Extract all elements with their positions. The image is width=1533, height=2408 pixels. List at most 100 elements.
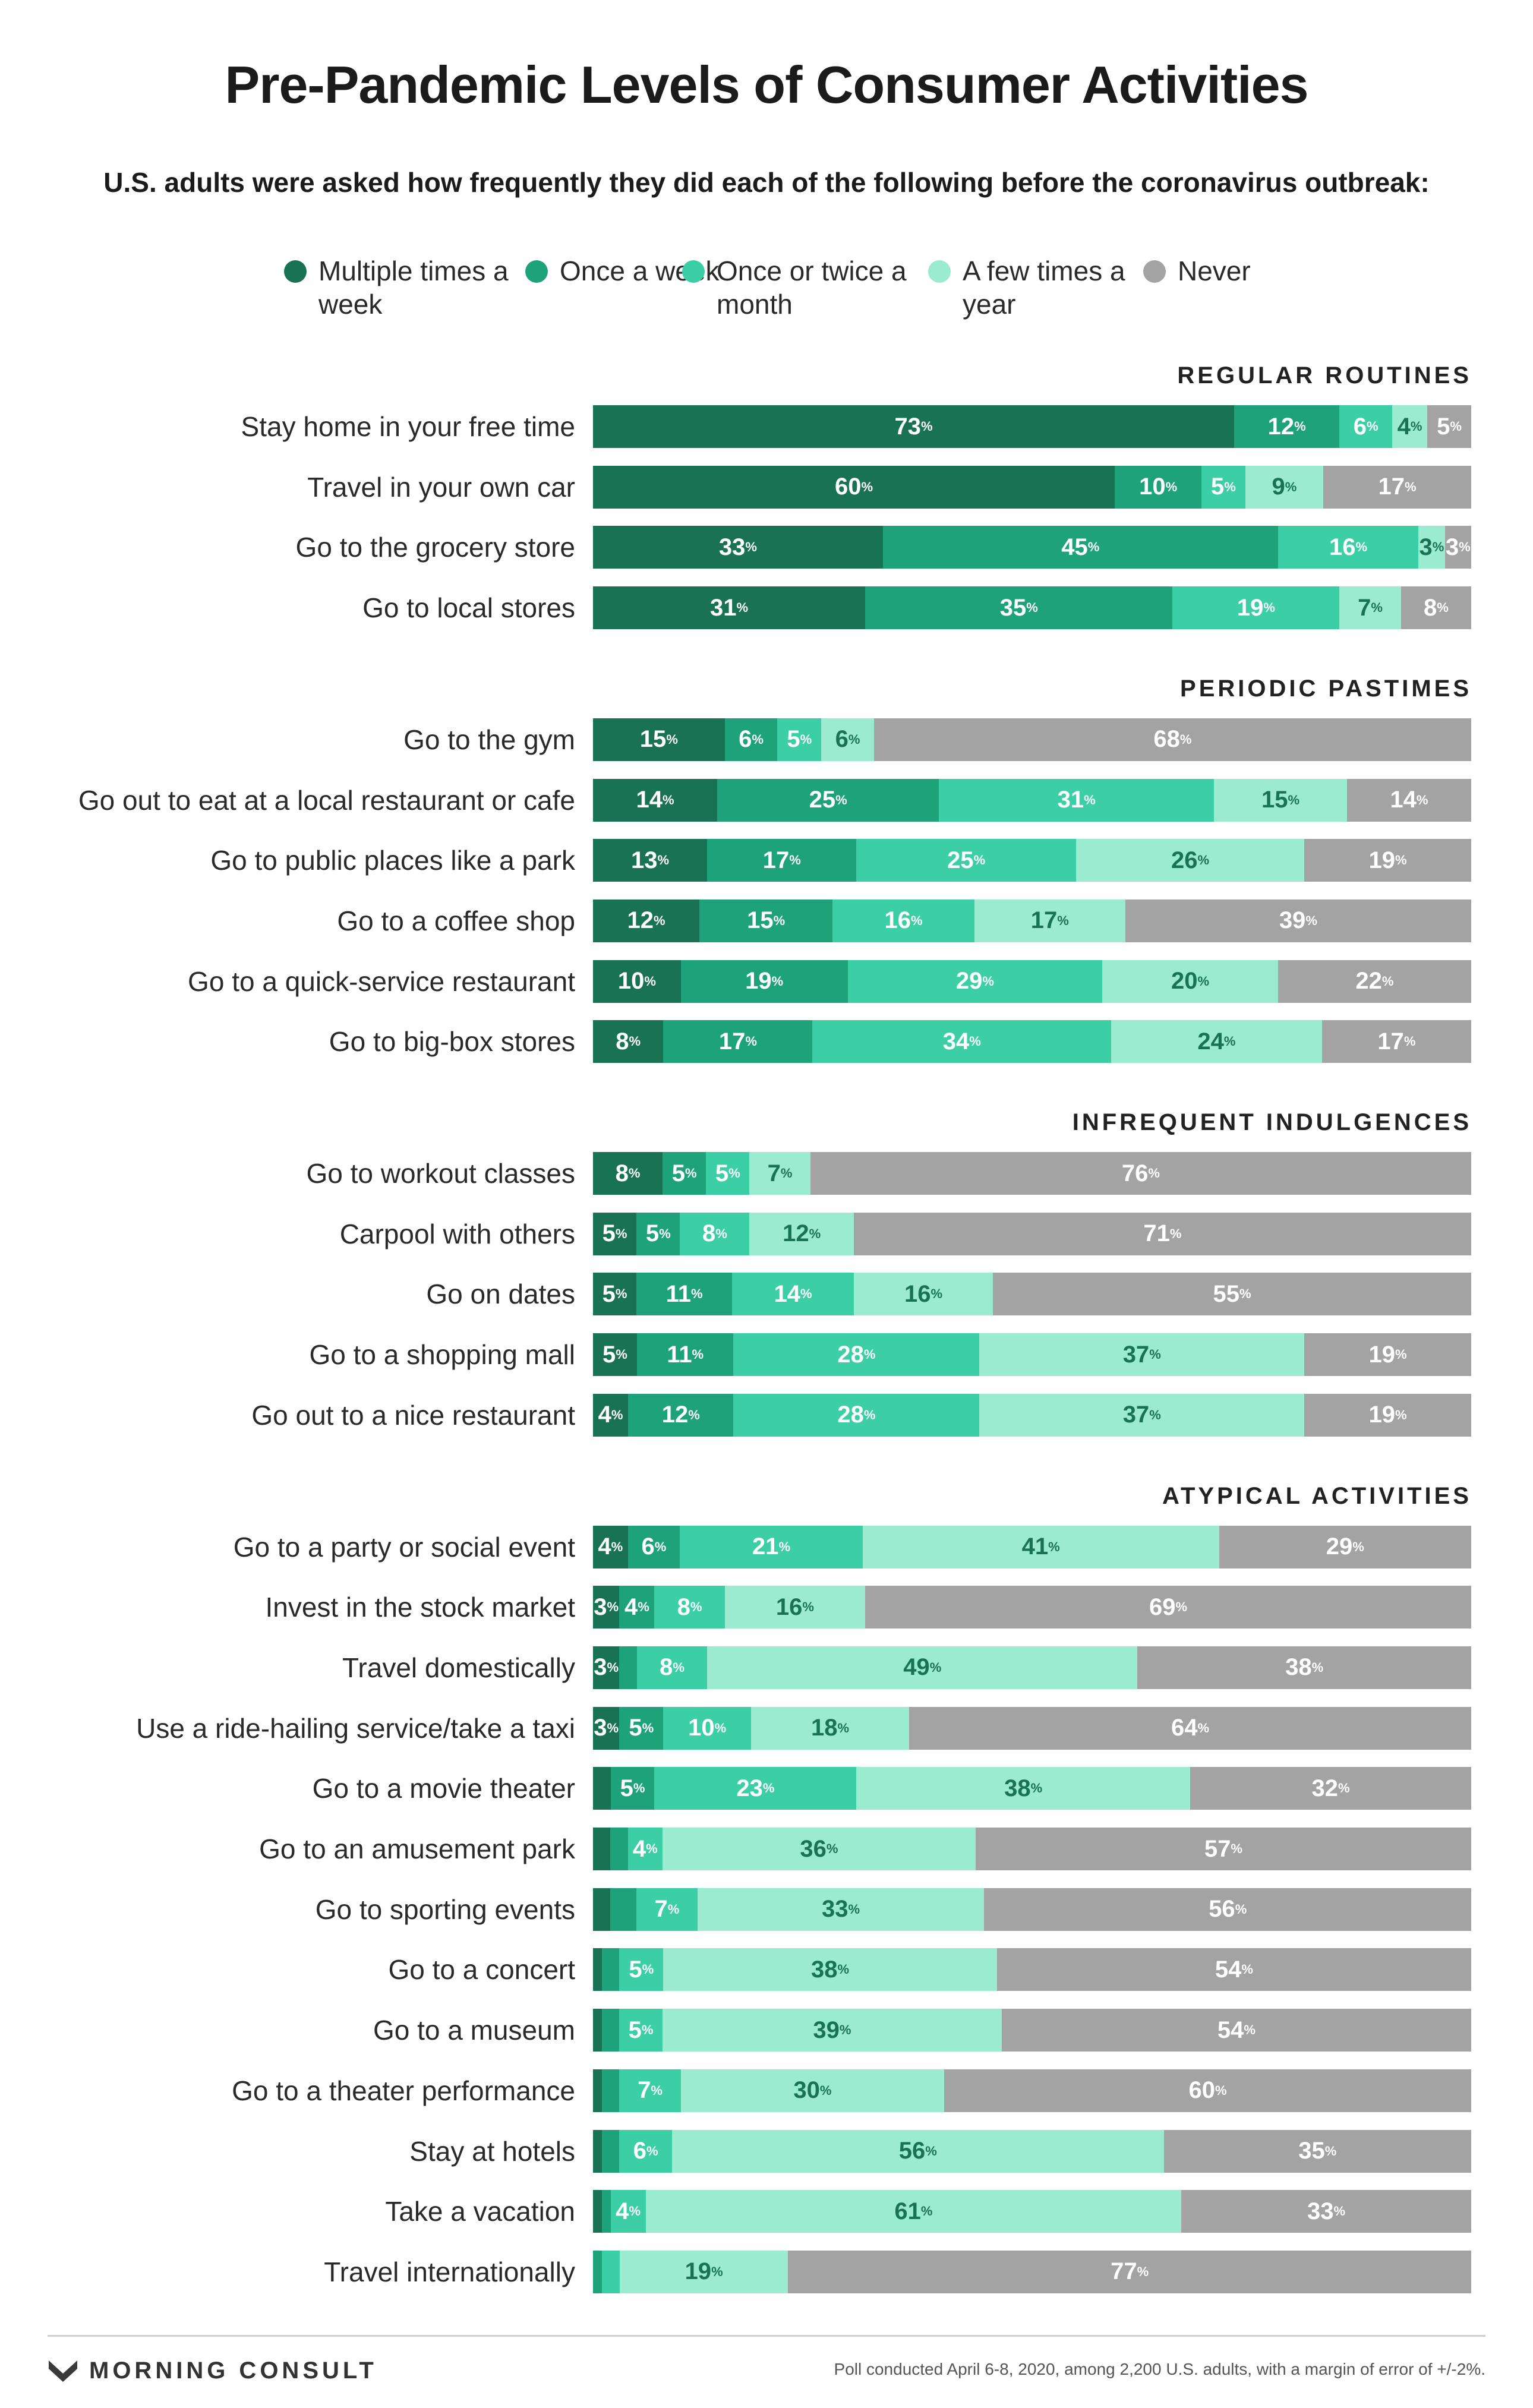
bar-segment: 7% — [619, 2069, 681, 2112]
data-label: 29 — [1326, 1533, 1353, 1560]
percent-sign: % — [1137, 2264, 1149, 2279]
bar-segment: 56% — [984, 1888, 1471, 1931]
percent-sign: % — [1030, 1781, 1043, 1796]
percent-sign: % — [1405, 479, 1417, 494]
bar-segment: 4% — [627, 1828, 663, 1870]
data-label: 5 — [787, 726, 800, 753]
bar-segment: 39% — [663, 2009, 1002, 2052]
bar-segment: 55% — [993, 1273, 1471, 1316]
data-label: 25 — [947, 847, 974, 873]
row-label: Go to a quick-service restaurant — [188, 965, 575, 997]
legend-label: Multiple times a week — [318, 255, 509, 320]
section-header-regular-routines: REGULAR ROUTINES — [1177, 362, 1472, 389]
legend-label: A few times a year — [963, 255, 1125, 320]
row-label: Go to a coffee shop — [337, 905, 575, 936]
bar-segment: 5% — [593, 1273, 637, 1316]
row-label: Take a vacation — [385, 2196, 575, 2227]
data-label: 7 — [654, 1896, 668, 1923]
data-label: 3 — [594, 1715, 607, 1741]
row-label: Go to a theater performance — [232, 2075, 575, 2106]
percent-sign: % — [762, 1781, 775, 1796]
bar-segment — [610, 1828, 628, 1870]
percent-sign: % — [691, 1286, 703, 1302]
data-label: 5 — [629, 1715, 642, 1741]
percent-sign: % — [711, 2264, 723, 2279]
bar-segment: 4% — [619, 1586, 655, 1629]
bar-segment: 7% — [636, 1888, 698, 1931]
data-label: 8 — [660, 1654, 673, 1681]
data-label: 15 — [747, 907, 774, 934]
percent-sign: % — [690, 1599, 702, 1615]
bar-segment: 14% — [1346, 778, 1471, 822]
percent-sign: % — [839, 2022, 851, 2038]
bar-segment: 4% — [610, 2190, 646, 2233]
bar-segment: 15% — [593, 718, 725, 761]
bar-segment: 8% — [636, 1646, 708, 1689]
bar-segment: 19% — [1304, 1393, 1471, 1437]
bar-segment: 16% — [853, 1273, 993, 1316]
legend-swatch — [1143, 260, 1166, 283]
percent-sign: % — [835, 792, 847, 807]
percent-sign: % — [728, 1166, 740, 1181]
percent-sign: % — [826, 1841, 838, 1856]
bar-segment: 61% — [645, 2190, 1182, 2233]
percent-sign: % — [673, 1659, 685, 1675]
percent-sign: % — [642, 1962, 654, 1977]
footer-divider — [48, 2335, 1485, 2337]
brand-logo: MORNING CONSULT — [48, 2357, 377, 2384]
data-label: 12 — [627, 907, 654, 934]
data-label: 76 — [1121, 1160, 1149, 1186]
bar-segment: 5% — [777, 718, 822, 761]
data-label: 10 — [617, 968, 645, 995]
data-label: 8 — [616, 1028, 629, 1055]
percent-sign: % — [848, 1901, 860, 1917]
bar-segment: 19% — [680, 960, 848, 1003]
bar-segment: 41% — [862, 1525, 1219, 1568]
percent-sign: % — [1294, 419, 1306, 434]
bar-segment: 5% — [593, 1333, 637, 1377]
bar-segment: 12% — [1234, 405, 1340, 448]
data-label: 3 — [1419, 534, 1433, 560]
bar-segment: 15% — [699, 899, 833, 942]
bar-segment — [601, 2009, 619, 2052]
data-label: 19 — [1237, 594, 1264, 621]
bar-go-to-a-museum: 5% 39% 54% — [593, 2009, 1471, 2052]
data-label: 36 — [800, 1835, 827, 1862]
legend-swatch — [682, 260, 705, 283]
data-label: 6 — [633, 2138, 646, 2164]
bar-segment: 76% — [810, 1152, 1471, 1195]
percent-sign: % — [802, 1599, 814, 1615]
data-label: 15 — [639, 726, 667, 753]
bar-segment: 3% — [593, 1646, 620, 1689]
data-label: 22 — [1355, 968, 1382, 995]
row-label: Go to a party or social event — [233, 1531, 575, 1563]
data-label: 24 — [1197, 1028, 1224, 1055]
row-label: Go to a shopping mall — [309, 1339, 576, 1371]
data-label: 56 — [1209, 1896, 1235, 1923]
percent-sign: % — [861, 479, 873, 494]
data-label: 17 — [1378, 474, 1405, 500]
row-label: Go to sporting events — [315, 1893, 575, 1925]
bar-segment: 29% — [847, 960, 1103, 1003]
bar-segment: 31% — [593, 586, 866, 630]
bar-segment: 19% — [1172, 586, 1340, 630]
data-label: 11 — [665, 1280, 691, 1307]
percent-sign: % — [642, 1720, 654, 1735]
bar-segment: 3% — [593, 1586, 620, 1629]
percent-sign: % — [1338, 1781, 1350, 1796]
data-label: 3 — [594, 1593, 607, 1620]
data-label: 55 — [1213, 1280, 1240, 1307]
data-label: 35 — [1298, 2138, 1325, 2164]
bar-segment: 12% — [628, 1393, 734, 1437]
data-label: 35 — [999, 594, 1027, 621]
bar-segment: 10% — [1115, 465, 1202, 509]
data-label: 5 — [645, 1220, 660, 1247]
data-label: 60 — [1188, 2077, 1216, 2104]
data-label: 31 — [710, 594, 737, 621]
percent-sign: % — [819, 2082, 832, 2098]
bar-segment: 5% — [636, 1212, 680, 1255]
data-label: 19 — [1368, 1402, 1396, 1428]
section-header-infrequent-indulgences: INFREQUENT INDULGENCES — [1072, 1109, 1472, 1135]
bar-segment: 9% — [1245, 465, 1324, 509]
data-label: 6 — [739, 726, 752, 753]
